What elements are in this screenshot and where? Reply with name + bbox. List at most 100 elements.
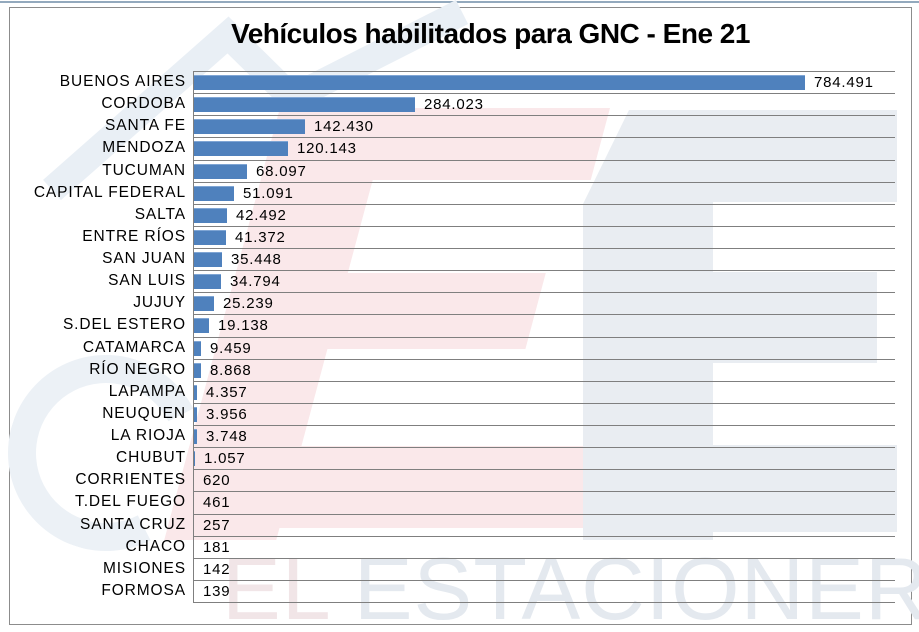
bar bbox=[194, 340, 201, 356]
bar bbox=[194, 163, 247, 179]
bar bbox=[194, 429, 197, 445]
value-label: 8.868 bbox=[210, 361, 252, 379]
value-label: 120.143 bbox=[297, 140, 357, 158]
gridline bbox=[193, 115, 895, 116]
value-label: 25.239 bbox=[223, 295, 274, 313]
value-label: 142 bbox=[203, 560, 231, 578]
value-label: 41.372 bbox=[235, 228, 286, 246]
gridline bbox=[193, 491, 895, 492]
gridline bbox=[193, 425, 895, 426]
category-label: NEUQUEN bbox=[102, 404, 186, 422]
category-label: LA RIOJA bbox=[110, 427, 186, 444]
gridline bbox=[193, 226, 895, 227]
category-axis-line bbox=[193, 71, 194, 602]
value-label: 784.491 bbox=[814, 74, 874, 91]
value-label: 3.956 bbox=[206, 405, 248, 423]
watermark-text-estacionero: ESTACIONERO bbox=[353, 539, 919, 632]
category-label: T.DEL FUEGO bbox=[75, 493, 186, 511]
category-label: LAPAMPA bbox=[108, 382, 186, 400]
gridline bbox=[193, 514, 895, 515]
category-label: ENTRE RÍOS bbox=[82, 227, 186, 245]
category-label: MISIONES bbox=[103, 559, 186, 577]
window-top-edge bbox=[0, 1, 919, 3]
category-label: CORRIENTES bbox=[75, 471, 186, 489]
category-label: S.DEL ESTERO bbox=[62, 316, 186, 334]
gridline bbox=[193, 602, 895, 603]
bar bbox=[194, 97, 415, 113]
value-label: 34.794 bbox=[230, 273, 281, 291]
bar bbox=[194, 75, 805, 91]
value-label: 9.459 bbox=[210, 339, 252, 357]
bar bbox=[194, 406, 197, 422]
gridline bbox=[193, 536, 895, 537]
bar bbox=[194, 119, 305, 135]
value-label: 35.448 bbox=[231, 251, 282, 268]
value-label: 257 bbox=[203, 516, 231, 534]
bar bbox=[194, 384, 197, 400]
value-label: 142.430 bbox=[314, 118, 374, 136]
bar bbox=[194, 362, 201, 378]
category-label: TUCUMAN bbox=[102, 161, 186, 179]
chart-title: Vehículos habilitados para GNC - Ene 21 bbox=[231, 18, 750, 49]
category-label: SANTA CRUZ bbox=[79, 515, 186, 533]
bar bbox=[194, 451, 195, 467]
gridline bbox=[193, 248, 895, 249]
value-label: 139 bbox=[203, 582, 231, 600]
gridline bbox=[193, 292, 895, 293]
gridline bbox=[193, 580, 895, 581]
value-label: 181 bbox=[203, 538, 231, 556]
value-label: 68.097 bbox=[256, 162, 307, 180]
gridline bbox=[193, 403, 895, 404]
gridline bbox=[193, 314, 895, 315]
bar bbox=[194, 185, 234, 201]
watermark-text-el: EL bbox=[222, 539, 329, 632]
value-label: 620 bbox=[203, 472, 231, 490]
category-label: RÍO NEGRO bbox=[89, 360, 186, 378]
gridline bbox=[193, 558, 895, 559]
value-label: 42.492 bbox=[236, 206, 287, 224]
category-label: SAN LUIS bbox=[108, 272, 186, 290]
bar bbox=[194, 207, 227, 223]
value-label: 461 bbox=[203, 494, 231, 512]
bar bbox=[194, 141, 288, 157]
blue-letter-e-watermark bbox=[583, 110, 897, 540]
category-label: FORMOSA bbox=[101, 581, 186, 599]
value-label: 1.057 bbox=[204, 450, 246, 468]
chart-border-frame bbox=[9, 7, 912, 625]
category-label: CATAMARCA bbox=[82, 338, 186, 356]
category-label: CAPITAL FEDERAL bbox=[33, 183, 186, 201]
value-label: 4.357 bbox=[206, 383, 248, 401]
gridline bbox=[193, 381, 895, 382]
gridline bbox=[193, 270, 895, 271]
bar bbox=[194, 229, 226, 245]
category-label: MENDOZA bbox=[102, 139, 186, 157]
value-label: 3.748 bbox=[206, 428, 248, 445]
gridline bbox=[193, 160, 895, 161]
gridline bbox=[193, 71, 895, 72]
watermark-brand-text: EL ESTACIONERO bbox=[222, 545, 919, 632]
category-label: SAN JUAN bbox=[102, 250, 186, 267]
category-label: JUJUY bbox=[133, 294, 186, 312]
gridline bbox=[193, 337, 895, 338]
gridline bbox=[193, 204, 895, 205]
bar bbox=[194, 296, 214, 312]
category-label: BUENOS AIRES bbox=[59, 73, 186, 90]
category-label: SANTA FE bbox=[105, 117, 186, 135]
category-label: CORDOBA bbox=[101, 95, 186, 113]
gridline bbox=[193, 447, 895, 448]
gridline bbox=[193, 93, 895, 94]
plot-area: 784.491 284.023 142.430 120.143 68.097 51.091… bbox=[193, 71, 895, 603]
value-label: 284.023 bbox=[424, 96, 484, 114]
gridline bbox=[193, 137, 895, 138]
value-label: 51.091 bbox=[243, 184, 294, 202]
value-label: 19.138 bbox=[218, 317, 269, 335]
gridline bbox=[193, 359, 895, 360]
bar bbox=[194, 318, 209, 334]
bar bbox=[194, 252, 222, 268]
category-axis-labels: BUENOS AIRES CORDOBA SANTA FE MENDOZA TUCUMA… bbox=[0, 71, 186, 602]
gridline bbox=[193, 182, 895, 183]
category-label: SALTA bbox=[134, 205, 186, 223]
